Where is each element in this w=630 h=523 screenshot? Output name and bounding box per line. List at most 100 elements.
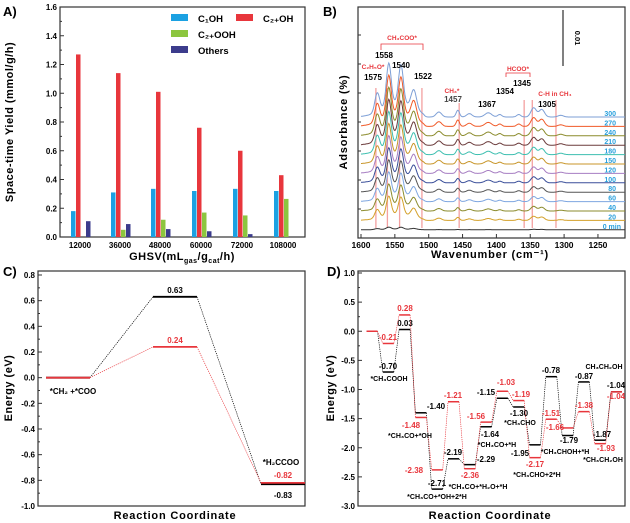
y-tick-label: 0.0 bbox=[344, 327, 356, 336]
energy-value-label: -1.30 bbox=[510, 409, 529, 418]
x-tick-label: 1600 bbox=[352, 240, 371, 250]
energy-value-label: -2.19 bbox=[444, 448, 463, 457]
energy-value-label: -1.51 bbox=[542, 409, 561, 418]
legend-label: C₂₊OH bbox=[263, 14, 293, 25]
y-tick-label: -3.0 bbox=[341, 502, 355, 511]
bar-C₂₊OH-72000 bbox=[238, 150, 243, 237]
x-tick-label: 72000 bbox=[231, 241, 254, 250]
legend-label: C₁OH bbox=[198, 14, 223, 25]
connector bbox=[491, 391, 498, 423]
energy-value-label: -1.38 bbox=[575, 401, 594, 410]
connector bbox=[426, 412, 433, 490]
x-tick-label: 1400 bbox=[487, 240, 506, 250]
spectrum-240 bbox=[360, 85, 625, 137]
state-label: *CH₃CHOH+*H bbox=[541, 449, 590, 456]
spectrum-label: 150 bbox=[604, 158, 616, 165]
y-tick-label: -2.5 bbox=[341, 473, 355, 482]
x-tick-label: 12000 bbox=[69, 241, 92, 250]
connector bbox=[474, 426, 481, 465]
energy-value-label: -1.93 bbox=[597, 444, 616, 453]
legend-swatch-0 bbox=[171, 14, 188, 21]
x-tick-label: 1550 bbox=[385, 240, 404, 250]
spectrum-20 bbox=[361, 195, 625, 221]
assignment-label: CH₃* bbox=[445, 88, 460, 95]
y-tick-label: -1.5 bbox=[341, 415, 355, 424]
spectrum-60 bbox=[361, 171, 625, 203]
bar-C₂₊OOH-108000 bbox=[284, 198, 289, 237]
y-tick-label: -0.8 bbox=[21, 476, 35, 485]
y-tick-label: 0.2 bbox=[46, 204, 58, 213]
energy-value-label: -0.70 bbox=[379, 362, 398, 371]
bar-C₂₊OOH-36000 bbox=[121, 229, 126, 237]
y-tick-label: 0.0 bbox=[46, 233, 58, 242]
spectrum-label: 300 bbox=[604, 111, 616, 118]
connector bbox=[556, 419, 563, 429]
bar-Others-48000 bbox=[166, 229, 171, 237]
legend-swatch-2 bbox=[171, 30, 188, 37]
energy-value-label: 0.24 bbox=[167, 336, 183, 345]
state-label: *CH₃CHO+2*H bbox=[513, 472, 560, 479]
peak-label: 1305 bbox=[538, 100, 556, 109]
x-tick-label: 1350 bbox=[521, 240, 540, 250]
y-tick-label: -0.5 bbox=[341, 356, 355, 365]
legend-swatch-3 bbox=[171, 46, 188, 53]
connector bbox=[572, 381, 579, 436]
energy-value-label: -2.36 bbox=[461, 471, 480, 480]
energy-value-label: 0.28 bbox=[397, 304, 413, 313]
spectrum-label: 40 bbox=[608, 205, 616, 212]
state-label: *CH₃COOH bbox=[370, 376, 407, 383]
y-tick-label: -0.2 bbox=[21, 399, 35, 408]
state-label: *CH₃CH₂OH bbox=[583, 457, 623, 464]
connector bbox=[523, 400, 530, 458]
x-tick-label: 48000 bbox=[149, 241, 172, 250]
connector bbox=[89, 296, 154, 378]
spectrum-120 bbox=[361, 134, 625, 174]
energy-value-label: -1.04 bbox=[607, 392, 626, 401]
plot-frame bbox=[357, 270, 626, 507]
x-axis-title: Wavenumber (cm⁻¹) bbox=[431, 249, 549, 261]
x-axis-title: GHSV(mLgas/gcat/h) bbox=[129, 251, 235, 265]
spectrum-300 bbox=[360, 61, 625, 118]
x-tick-label: 60000 bbox=[190, 241, 213, 250]
energy-value-label: -0.87 bbox=[575, 372, 594, 381]
state-label: *H₂CCOO bbox=[263, 458, 299, 467]
legend-swatch-1 bbox=[236, 14, 253, 21]
state-label: *CH₂ +*COO bbox=[50, 387, 96, 396]
connector bbox=[556, 376, 563, 436]
assignment-label: C-H in CH₄ bbox=[538, 91, 571, 98]
connector bbox=[196, 296, 262, 485]
assignment-label: HCOO* bbox=[507, 66, 530, 73]
energy-value-label: -0.21 bbox=[379, 333, 398, 342]
bar-Others-60000 bbox=[207, 231, 212, 237]
spectrum-210 bbox=[360, 98, 625, 146]
bar-C₂₊OH-60000 bbox=[197, 127, 202, 237]
spectrum-270 bbox=[360, 73, 625, 127]
x-tick-label: 36000 bbox=[109, 241, 132, 250]
peak-label: 1457 bbox=[444, 95, 462, 104]
x-axis-title: Reaction Coordinate bbox=[429, 510, 552, 522]
legend-label: Others bbox=[198, 46, 229, 57]
spectrum-label: 60 bbox=[608, 196, 616, 203]
energy-value-label: -1.66 bbox=[546, 423, 565, 432]
spectrum-0 min bbox=[361, 226, 625, 231]
y-tick-label: 0.0 bbox=[24, 374, 36, 383]
connector bbox=[409, 314, 416, 418]
connector bbox=[442, 458, 449, 490]
connector bbox=[507, 391, 514, 401]
peak-label: 1540 bbox=[392, 61, 410, 70]
spectrum-80 bbox=[361, 158, 625, 193]
energy-value-label: -1.04 bbox=[607, 381, 626, 390]
bar-Others-12000 bbox=[86, 221, 91, 237]
y-tick-label: 0.6 bbox=[46, 147, 58, 156]
spectrum-label: 120 bbox=[604, 167, 616, 174]
y-tick-label: 0.8 bbox=[46, 118, 58, 127]
energy-value-label: -0.78 bbox=[542, 366, 561, 375]
connector bbox=[393, 329, 400, 373]
state-label: *CH₃CO+*OH bbox=[388, 433, 432, 440]
energy-value-label: -0.83 bbox=[274, 491, 293, 500]
y-tick-label: 0.2 bbox=[24, 348, 36, 357]
bar-C₁OH-60000 bbox=[192, 191, 197, 237]
energy-value-label: -2.29 bbox=[477, 455, 496, 464]
plot-frame bbox=[37, 270, 306, 507]
